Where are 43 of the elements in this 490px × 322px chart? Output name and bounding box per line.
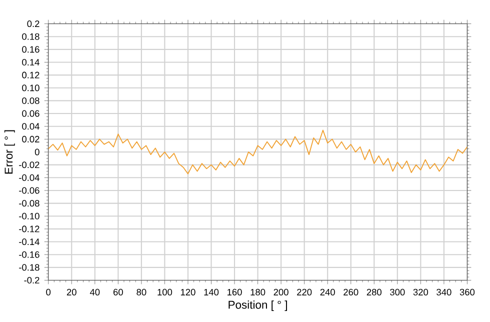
line-series <box>48 130 468 174</box>
y-tick-label: 0.04 <box>22 123 40 130</box>
x-axis-title: Position [ ° ] <box>228 300 287 312</box>
x-tick-label: 280 <box>366 288 382 296</box>
y-tick-label: -0.18 <box>19 264 40 271</box>
y-tick-label: 0.14 <box>22 59 40 66</box>
x-tick-label: 240 <box>320 288 335 296</box>
x-tick-label: 300 <box>390 288 405 296</box>
y-tick-label: -0.2 <box>24 277 40 284</box>
x-tick-label: 200 <box>274 288 288 296</box>
y-tick-label: 0.10 <box>22 84 40 92</box>
x-tick-label: 80 <box>136 288 146 296</box>
y-tick-label: -0.06 <box>19 187 40 194</box>
x-tick-label: 20 <box>66 288 76 296</box>
y-tick-label: -0.08 <box>19 200 40 207</box>
y-tick-label: 0.12 <box>22 72 40 78</box>
x-tick-label: 220 <box>297 288 312 296</box>
y-tick-label: -0.02 <box>19 162 40 168</box>
y-tick-label: -0.16 <box>19 251 40 258</box>
x-tick-label: 360 <box>460 288 475 296</box>
x-tick-label: 120 <box>180 288 196 296</box>
y-axis-title: Error [ ° ] <box>4 130 15 174</box>
y-tick-label: 0.2 <box>27 20 40 28</box>
x-tick-label: 40 <box>90 288 100 296</box>
x-tick-label: 160 <box>228 288 242 296</box>
y-tick-label: 0.08 <box>22 98 40 104</box>
x-tick-label: 140 <box>204 288 219 296</box>
x-tick-label: 100 <box>158 288 172 296</box>
y-tick-label: -0.10 <box>19 212 40 220</box>
y-tick-label: 0.18 <box>22 33 40 40</box>
y-tick-label: 0.02 <box>22 136 40 143</box>
x-tick-label: 180 <box>250 288 266 296</box>
y-tick-label: -0.04 <box>19 174 40 181</box>
x-tick-label: 60 <box>113 288 123 296</box>
y-tick-label: 0.16 <box>22 46 40 53</box>
y-tick-label: -0.12 <box>19 226 40 232</box>
y-tick-label: 0 <box>34 148 40 156</box>
x-tick-label: 0 <box>46 288 51 296</box>
y-tick-label: -0.14 <box>19 238 40 246</box>
y-tick-label: 0.06 <box>22 110 40 117</box>
x-tick-label: 340 <box>436 288 452 296</box>
x-tick-label: 260 <box>344 288 358 296</box>
x-tick-label: 320 <box>413 288 428 296</box>
